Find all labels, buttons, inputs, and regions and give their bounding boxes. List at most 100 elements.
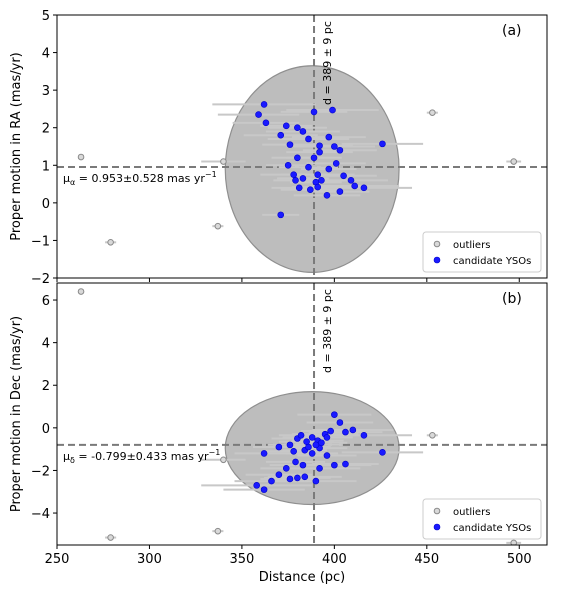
yso-point [349,426,357,434]
yso-point [308,450,316,457]
y-tick-label: 4 [42,47,50,62]
yso-point [286,475,294,483]
yso-point [292,177,299,184]
legend-label: candidate YSOs [453,256,531,267]
x-tick-label: 300 [137,552,162,567]
yso-point [331,461,338,469]
outlier-point [429,432,436,439]
outlier-point [107,239,114,246]
yso-point [351,182,358,190]
yso-point [342,460,349,468]
yso-point [327,427,334,435]
yso-point [331,143,338,150]
panel-label: (a) [502,23,522,39]
outlier-point [220,456,227,464]
yso-point [307,186,314,194]
yso-point [347,177,355,184]
outlier-point [77,153,85,161]
axes-frame [56,14,548,279]
legend: outliers candidate YSOs [422,231,542,273]
y-axis-label: Proper motion in Dec (mas/yr) [9,316,24,512]
outlier-point [220,158,227,165]
yso-point [314,171,322,178]
yso-point [299,461,307,469]
yso-point [292,458,299,466]
yso-point [312,441,320,449]
distance-annotation: d = 389 ± 9 pc [321,21,334,105]
yso-point [310,154,318,162]
yso-point [323,434,331,441]
yso-point [342,428,349,436]
y-tick-label: 0 [42,197,50,212]
y-tick-label: 6 [42,294,50,309]
yso-point [360,432,368,439]
outlier-point [107,534,114,541]
outlier-point [510,158,518,165]
yso-point [253,482,260,489]
y-tick-label: 4 [42,337,50,352]
yso-point [294,124,301,132]
x-tick-label: 400 [322,552,347,567]
legend-label: outliers [453,240,490,251]
plot-area [57,283,547,545]
yso-point [299,128,307,135]
yso-point [336,419,344,426]
y-tick-label: −1 [31,234,50,249]
yso-point [268,477,275,485]
yso-point [275,443,283,451]
outlier-point [77,288,85,295]
yso-point [255,111,262,118]
yso-point [301,473,309,481]
y-tick-label: 0 [42,422,50,437]
yso-point [305,163,312,171]
yso-point [332,160,340,167]
legend-outlier-marker [433,507,441,515]
panel-label: (b) [502,291,522,307]
y-axis-label: Proper motion in RA (mas/yr) [9,52,24,240]
yso-point [379,140,386,148]
y-tick-label: −2 [31,272,50,287]
x-tick-label: 250 [45,552,70,567]
y-tick-label: −2 [31,464,50,479]
y-tick-label: 2 [42,122,50,137]
yso-point [299,175,307,182]
yso-point [286,141,294,148]
legend-label: candidate YSOs [453,523,531,534]
outlier-point [429,109,436,116]
legend: outliers candidate YSOs [422,498,542,540]
yso-point [314,183,322,191]
proper-motion-annotation: μδ = -0.799±0.433 mas yr−1 [63,448,220,465]
yso-point [323,192,331,199]
legend-outlier-marker [433,240,441,248]
axes-frame [56,282,548,546]
yso-point [294,474,301,482]
yso-point [308,434,316,441]
x-tick-label: 500 [507,552,532,567]
outlier-point [214,527,222,535]
yso-point [329,106,336,114]
yso-point [284,161,292,169]
yso-point [360,184,368,192]
yso-point [275,471,283,479]
yso-point [260,450,268,457]
y-tick-label: 1 [42,159,50,174]
distance-annotation: d = 389 ± 9 pc [321,289,334,373]
yso-point [316,142,323,150]
panel-b: −4 −2 0 2 4 6 250 300 350 400 450 500 Proper motion … [9,282,548,585]
y-tick-label: 5 [42,9,50,24]
outlier-point [510,539,518,545]
yso-point [312,477,320,485]
yso-point [325,133,333,141]
x-axis-label: Distance (pc) [259,570,346,585]
legend-yso-marker [433,523,441,531]
yso-point [316,148,323,156]
yso-point [286,441,294,449]
legend-yso-marker [433,256,441,264]
yso-point [318,177,325,184]
yso-point [297,432,305,439]
plot-area [57,15,547,278]
yso-point [325,165,333,173]
yso-point [295,184,303,192]
yso-point [277,211,285,219]
